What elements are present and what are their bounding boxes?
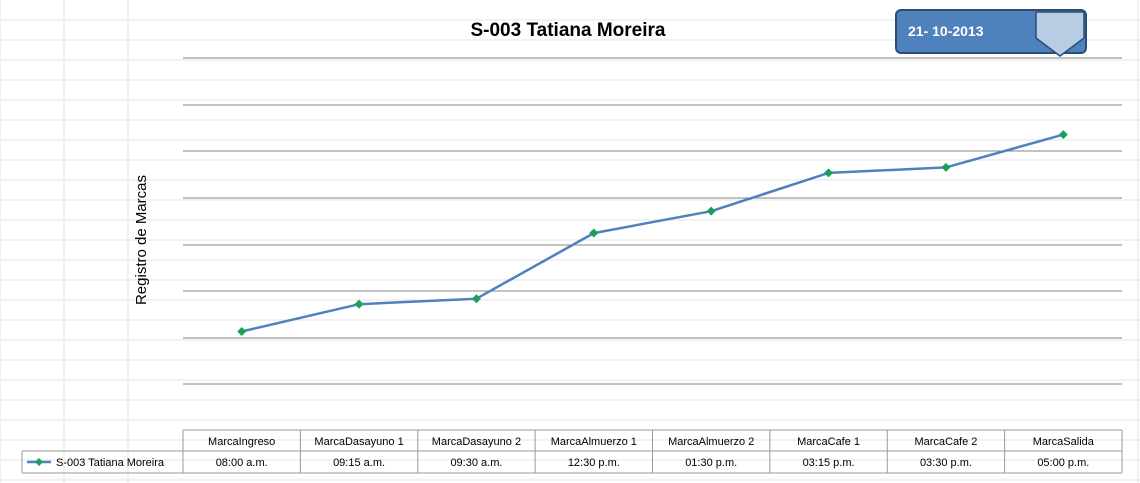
data-point	[237, 327, 247, 337]
data-table: MarcaIngreso MarcaDasayuno 1 MarcaDasayuno…	[21, 429, 1123, 474]
category-label: MarcaCafe 1	[797, 436, 860, 448]
y-axis-label: Registro de Marcas	[133, 175, 150, 305]
data-label: 05:00 p.m.	[1037, 457, 1089, 469]
data-point	[706, 206, 716, 216]
category-label: MarcaAlmuerzo 1	[551, 436, 637, 448]
date-dropdown-icon[interactable]	[1035, 11, 1085, 57]
legend-label: S-003 Tatiana Moreira	[56, 457, 165, 469]
data-label: 08:00 a.m.	[216, 457, 268, 469]
data-point	[824, 168, 834, 178]
chart-title: S-003 Tatiana Moreira	[470, 20, 665, 41]
data-point	[1058, 130, 1068, 140]
data-point	[941, 162, 951, 172]
plot-gridlines	[183, 57, 1122, 431]
date-badge[interactable]: 21- 10-2013	[895, 9, 1087, 57]
data-label: 09:30 a.m.	[450, 457, 502, 469]
data-point	[354, 299, 364, 309]
legend-key: S-003 Tatiana Moreira	[27, 457, 165, 469]
category-label: MarcaDasayuno 1	[314, 436, 403, 448]
category-label: MarcaIngreso	[208, 436, 275, 448]
data-label: 12:30 p.m.	[568, 457, 620, 469]
category-label: MarcaAlmuerzo 2	[668, 436, 754, 448]
date-badge-text: 21- 10-2013	[908, 23, 984, 39]
data-label: 01:30 p.m.	[685, 457, 737, 469]
category-label: MarcaCafe 2	[914, 436, 977, 448]
category-label: MarcaDasayuno 2	[432, 436, 521, 448]
series-group	[237, 130, 1068, 337]
data-label: 03:15 p.m.	[803, 457, 855, 469]
category-label: MarcaSalida	[1033, 436, 1095, 448]
data-label: 03:30 p.m.	[920, 457, 972, 469]
data-point	[589, 228, 599, 238]
legend-marker	[35, 458, 43, 466]
series-line	[241, 133, 1064, 333]
data-label: 09:15 a.m.	[333, 457, 385, 469]
data-point	[471, 294, 481, 304]
